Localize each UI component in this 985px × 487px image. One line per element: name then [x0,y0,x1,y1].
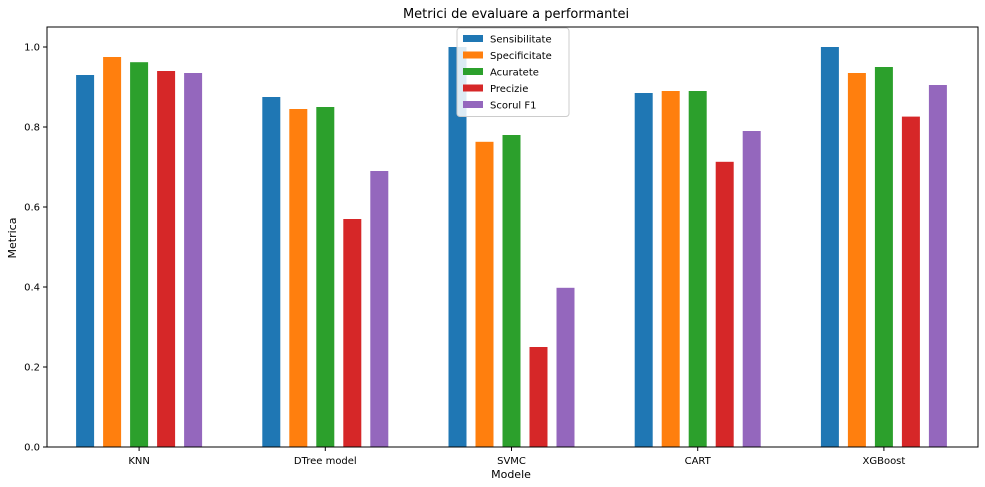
legend-swatch [463,101,483,108]
x-tick-label: CART [685,456,712,467]
bar-scorul-f1-xgboost [928,85,947,447]
x-axis-label: Modele [491,468,531,481]
bar-sensibilitate-xgboost [820,47,839,447]
legend-label: Specificitate [490,51,552,62]
bar-precizie-dtree-model [343,219,362,447]
bar-precizie-svmc [529,347,548,447]
bars-group [76,47,947,448]
bar-acuratete-dtree-model [316,107,335,447]
bar-specificitate-xgboost [847,73,866,447]
bar-sensibilitate-cart [634,93,653,447]
legend-swatch [463,84,483,92]
x-tick-label: DTree model [294,456,357,467]
bar-scorul-f1-cart [742,131,761,447]
bar-acuratete-knn [130,62,149,447]
bar-acuratete-svmc [502,135,521,447]
x-tick-label: XGBoost [862,456,905,467]
y-tick-label: 1.0 [24,43,40,54]
y-tick-label: 0.4 [24,283,40,294]
plot-frame [46,26,979,448]
bar-sensibilitate-knn [76,75,95,447]
bar-precizie-knn [157,71,176,447]
chart-title: Metrici de evaluare a performantei [403,7,629,22]
legend-swatch [463,51,483,59]
bar-scorul-f1-dtree-model [370,171,389,447]
bar-specificitate-cart [661,91,680,447]
y-axis-label: Metrica [6,218,19,259]
bar-sensibilitate-dtree-model [262,97,281,447]
y-tick-label: 0.0 [24,443,40,454]
x-tick-label: SVMC [497,456,526,467]
bar-specificitate-knn [103,57,122,447]
legend-label: Acuratete [490,68,539,79]
bar-acuratete-xgboost [874,67,893,447]
legend-swatch [463,68,483,75]
legend-box [456,27,570,117]
y-tick-label: 0.8 [24,123,40,134]
bar-precizie-xgboost [901,116,920,447]
y-axis: 0.0 0.2 0.4 0.6 0.8 1.0 [24,43,47,454]
bar-scorul-f1-knn [184,73,203,447]
bar-specificitate-dtree-model [289,109,308,447]
bar-sensibilitate-svmc [448,47,467,447]
legend-label: Sensibilitate [490,35,552,46]
bar-scorul-f1-svmc [556,287,575,447]
legend-label: Scorul F1 [490,101,536,112]
x-tick-label: KNN [128,456,150,467]
legend-label: Precizie [490,84,528,95]
bar-specificitate-svmc [475,141,494,448]
y-tick-label: 0.6 [24,203,40,214]
y-tick-label: 0.2 [24,363,40,374]
bar-precizie-cart [715,161,734,448]
legend-swatch [463,35,483,42]
bar-acuratete-cart [688,91,707,447]
legend: Sensibilitate Specificitate Acuratete Preci… [456,27,570,117]
x-axis: KNN DTree model SVMC CART XGBoost [128,447,905,467]
